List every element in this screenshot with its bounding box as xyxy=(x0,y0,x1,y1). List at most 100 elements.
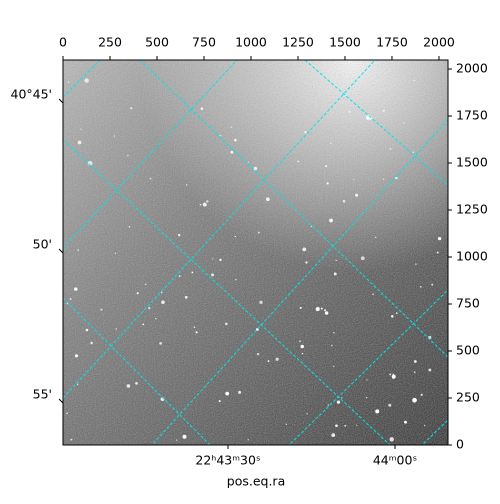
y-tick-label: 0 xyxy=(456,437,464,452)
star xyxy=(392,373,395,376)
star xyxy=(70,438,73,441)
grid-line xyxy=(139,60,448,358)
star xyxy=(344,424,347,427)
star xyxy=(304,131,307,134)
dec-label: 50' xyxy=(33,237,52,252)
x-tick-label: 750 xyxy=(192,35,216,50)
star xyxy=(69,298,72,301)
star xyxy=(161,300,165,305)
star xyxy=(355,193,358,197)
y-tick-label: 1250 xyxy=(456,202,488,217)
star xyxy=(301,352,304,355)
star xyxy=(74,287,78,291)
star xyxy=(375,236,377,238)
y-tick-label: 250 xyxy=(456,390,480,405)
x-tick-label: 0 xyxy=(59,35,67,50)
dec-tick xyxy=(58,398,64,404)
star xyxy=(315,307,320,312)
star xyxy=(333,272,337,276)
star xyxy=(128,226,131,228)
x-tick-label: 250 xyxy=(98,35,122,50)
star xyxy=(193,326,196,329)
star xyxy=(388,403,392,407)
star xyxy=(247,439,249,441)
star xyxy=(365,396,368,399)
star xyxy=(247,161,249,163)
x-tick-label: 2000 xyxy=(423,35,455,50)
star xyxy=(85,328,89,332)
star xyxy=(127,154,129,157)
stars xyxy=(66,78,442,442)
star xyxy=(324,311,329,315)
star xyxy=(142,323,145,326)
x-axis-label: pos.eq.ra xyxy=(227,474,285,489)
star xyxy=(114,252,117,254)
star xyxy=(66,412,68,415)
star xyxy=(420,393,423,397)
star xyxy=(182,434,187,439)
star xyxy=(342,200,346,203)
star xyxy=(184,295,188,299)
x-tick-label: 500 xyxy=(145,35,169,50)
star xyxy=(199,203,202,206)
star xyxy=(395,176,398,180)
star xyxy=(115,328,117,330)
star xyxy=(336,400,341,404)
grid-line xyxy=(63,60,376,399)
star xyxy=(136,292,139,295)
star xyxy=(80,128,82,130)
star xyxy=(310,225,313,228)
star xyxy=(219,258,222,262)
star xyxy=(305,261,308,264)
star xyxy=(415,263,417,265)
star xyxy=(67,81,70,83)
star xyxy=(404,420,407,424)
star xyxy=(149,177,152,180)
star xyxy=(206,200,209,203)
star xyxy=(200,107,204,110)
star xyxy=(348,110,351,113)
star xyxy=(302,247,307,252)
star xyxy=(395,312,398,315)
star xyxy=(389,437,394,442)
star xyxy=(256,352,260,356)
star xyxy=(275,357,279,361)
star xyxy=(356,424,358,426)
star xyxy=(333,365,335,367)
star xyxy=(375,409,380,414)
star xyxy=(77,140,82,145)
star xyxy=(331,344,333,347)
star xyxy=(218,400,221,403)
star xyxy=(437,236,442,241)
star xyxy=(330,142,332,145)
star xyxy=(335,424,338,428)
ra-label: 22ʰ43ᵐ30ˢ xyxy=(195,453,260,468)
dec-label: 55' xyxy=(33,387,52,402)
star xyxy=(178,233,181,237)
grid-line xyxy=(288,289,448,445)
dec-tick xyxy=(58,98,64,104)
sky-image xyxy=(63,60,448,445)
star xyxy=(300,344,304,349)
star xyxy=(126,384,131,388)
star xyxy=(414,371,416,374)
dec-tick xyxy=(58,248,64,254)
star xyxy=(413,79,415,82)
star xyxy=(383,178,385,180)
star xyxy=(412,151,414,154)
star xyxy=(77,249,80,251)
grid-line xyxy=(421,419,448,445)
coordinate-grid xyxy=(63,60,448,445)
star xyxy=(428,368,432,372)
star xyxy=(403,122,405,124)
star xyxy=(431,283,434,286)
star xyxy=(225,322,228,326)
star xyxy=(178,275,181,278)
star xyxy=(327,404,329,406)
star xyxy=(77,383,79,385)
star xyxy=(341,397,343,399)
star xyxy=(299,306,302,309)
x-tick-label: 1500 xyxy=(329,35,361,50)
star xyxy=(145,283,147,286)
